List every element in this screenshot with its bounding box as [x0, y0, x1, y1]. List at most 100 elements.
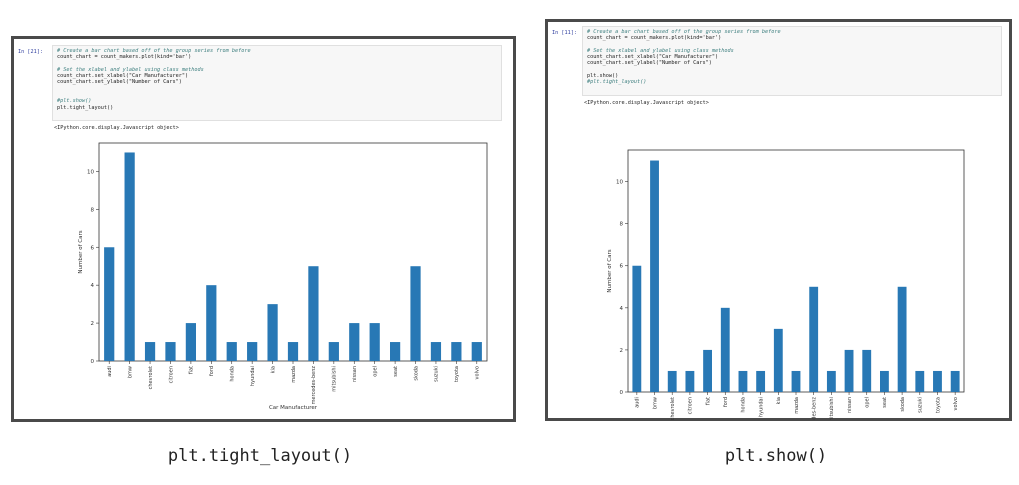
code-line: # Create a bar chart based off of the gr… [57, 48, 251, 54]
x-tick-label: chevrolet [670, 397, 676, 420]
y-tick-label: 0 [91, 359, 95, 365]
bar-kia [773, 328, 783, 392]
x-tick-label: ford [723, 397, 729, 407]
y-tick-label: 0 [620, 390, 624, 396]
code-line: plt.tight_layout() [57, 104, 114, 111]
x-tick-label: opel [372, 366, 378, 377]
y-tick-label: 6 [91, 245, 95, 251]
y-tick-label: 8 [91, 207, 95, 213]
bar-fiat [185, 323, 196, 361]
x-tick-label: ford [209, 366, 215, 376]
code-line: count_chart.set_xlabel("Car Manufacturer… [57, 73, 189, 80]
code-line: count_chart.set_ylabel("Number of Cars") [587, 60, 712, 67]
y-tick-label: 4 [91, 283, 95, 289]
code-line: count_chart = count_makers.plot(kind='ba… [57, 54, 192, 61]
bar-hyundai [756, 370, 766, 392]
x-tick-label: fiat [189, 366, 195, 374]
bar-volvo [471, 342, 482, 361]
caption-show: plt.show() [724, 446, 828, 466]
bar-suzuki [915, 370, 925, 392]
x-tick-label: audi [635, 397, 641, 408]
x-tick-label: bmw [127, 366, 133, 378]
x-tick-label: kia [776, 397, 782, 404]
bar-chart: 0 2 4 6 8 10 audi bmw chevrolet citroen fiat ford ho… [607, 149, 965, 420]
x-tick-label: citroen [168, 366, 174, 383]
code-cell[interactable]: # Create a bar chart based off of the gr… [582, 26, 1002, 96]
y-axis-label: Number of Cars [78, 230, 84, 273]
x-tick-label: mercedes-benz [811, 397, 817, 420]
x-tick-label: hyundai [250, 366, 256, 386]
code-cell[interactable]: # Create a bar chart based off of the gr… [52, 45, 502, 121]
x-tick-label: suzuki [918, 397, 924, 413]
x-tick-label: mitsubishi [829, 397, 835, 420]
bar-mitsubishi [328, 342, 339, 361]
x-axis-label: Car Manufacturer [269, 405, 318, 411]
bar-skoda [410, 266, 421, 361]
bar-audi [104, 247, 115, 361]
bar-chevrolet [144, 342, 156, 361]
bar-volvo [950, 370, 960, 392]
x-tick-label: mitsubishi [332, 366, 338, 392]
x-tick-label: honda [741, 397, 747, 413]
code-line: # Create a bar chart based off of the gr… [587, 29, 781, 35]
bar-citroen [165, 342, 176, 361]
x-tick-label: volvo [953, 397, 959, 410]
bar-seat [880, 370, 889, 392]
x-tick-label: seat [393, 366, 399, 377]
caption-tight-layout: plt.tight_layout() [167, 446, 353, 466]
bar-skoda [897, 286, 907, 392]
bar-honda [738, 370, 748, 392]
bar-suzuki [430, 342, 442, 361]
bar-seat [390, 342, 401, 361]
bar-opel [862, 349, 872, 392]
x-tick-label: audi [107, 366, 113, 377]
code-line: # Set the xlabel and ylabel using class … [587, 47, 734, 54]
x-tick-label: nissan [352, 366, 358, 382]
notebook-panel-tight-layout: In [21]: # Create a bar chart based off … [11, 36, 516, 422]
x-tick-label: volvo [475, 366, 481, 379]
x-tick-label: opel [865, 397, 871, 408]
x-tick-label: nissan [847, 397, 853, 413]
x-tick-label: hyundai [758, 397, 764, 417]
x-tick-label: bmw [652, 397, 658, 409]
bar-honda [226, 342, 237, 361]
y-tick-label: 10 [87, 169, 94, 175]
bar-nissan [844, 349, 854, 392]
notebook-panel-show: In [11]: # Create a bar chart based off … [545, 19, 1012, 421]
x-tick-label: fiat [705, 397, 711, 405]
bar-chart: 0 2 4 6 8 10 audi bmw chevrolet citroen fiat ford ho… [78, 142, 488, 411]
bar-chevrolet [667, 370, 677, 392]
x-tick-label: honda [230, 366, 236, 382]
cell-output: <IPython.core.display.Javascript object> [54, 125, 179, 131]
y-tick-label: 2 [91, 321, 95, 327]
code-line: # Set the xlabel and ylabel using class … [57, 66, 204, 73]
code-line: #plt.show() [57, 98, 92, 105]
x-tick-label: citroen [688, 397, 694, 414]
x-tick-label: chevrolet [148, 366, 154, 389]
bar-bmw [650, 160, 659, 392]
x-tick-label: mazda [794, 397, 800, 414]
bar-mitsubishi [826, 370, 836, 392]
input-prompt: In [21]: [18, 49, 43, 55]
bar-mazda [287, 342, 299, 361]
y-axis-label: Number of Cars [607, 249, 613, 292]
x-tick-label: suzuki [434, 366, 440, 382]
bar-opel [369, 323, 380, 361]
plot-frame [98, 142, 488, 362]
x-tick-label: seat [882, 397, 888, 408]
bar-mercedes-benz [809, 286, 819, 392]
x-tick-label: mercedes-benz [311, 366, 317, 405]
x-tick-label: skoda [413, 366, 419, 381]
code-line: #plt.tight_layout() [587, 79, 647, 86]
bar-toyota [451, 342, 462, 361]
code-line: count_chart = count_makers.plot(kind='ba… [587, 35, 722, 42]
bar-audi [632, 265, 642, 392]
code-line: count_chart.set_ylabel("Number of Cars") [57, 79, 182, 86]
bar-kia [267, 304, 278, 361]
y-tick-label: 10 [616, 180, 623, 186]
bar-mazda [791, 370, 801, 392]
plot-frame [627, 149, 965, 393]
y-tick-label: 2 [620, 348, 624, 354]
y-tick-label: 4 [620, 306, 624, 312]
x-tick-label: mazda [291, 366, 297, 383]
